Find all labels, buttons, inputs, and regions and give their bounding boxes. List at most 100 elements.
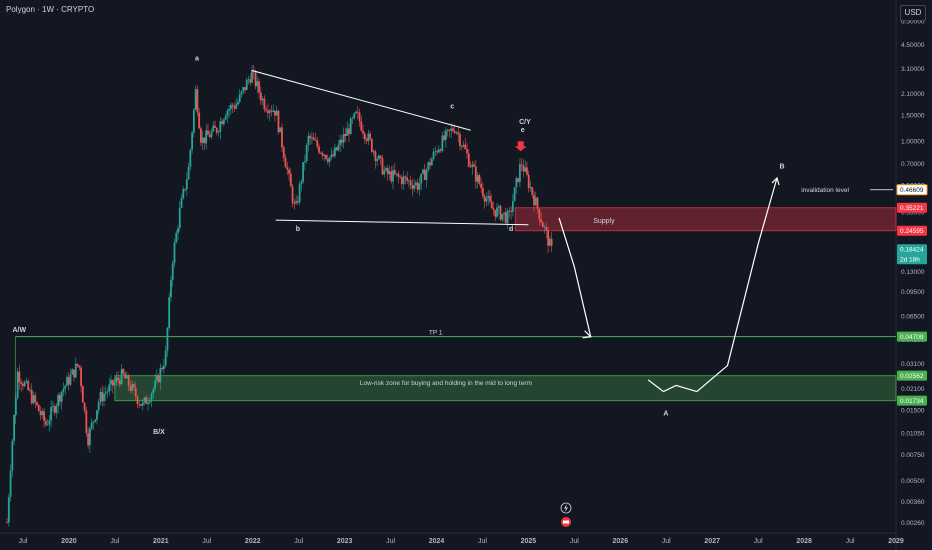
- candle-body: [274, 110, 276, 116]
- candle-body: [534, 197, 537, 206]
- price-tag: 0.24595: [897, 225, 927, 236]
- candle-body: [397, 173, 400, 177]
- candle-body: [36, 402, 38, 405]
- candle-body: [55, 406, 58, 413]
- candle-body: [517, 178, 520, 182]
- candle-body: [457, 132, 460, 135]
- candle-body: [96, 410, 98, 420]
- candle-body: [332, 154, 334, 157]
- candle-body: [78, 365, 81, 368]
- price-tag-countdown: 2d 18h: [900, 257, 920, 264]
- candle-body: [363, 133, 366, 140]
- candle-body: [237, 102, 239, 105]
- projection-drop-arrowhead: [582, 330, 592, 339]
- candle-body: [261, 98, 264, 101]
- candle-body: [444, 130, 447, 140]
- price-tag-box: [896, 184, 928, 196]
- event-flag-glyph: [563, 520, 569, 524]
- candle-body: [205, 130, 208, 144]
- x-tick-label: Jul: [662, 538, 671, 545]
- candle-body: [432, 151, 435, 159]
- candle-body: [263, 98, 266, 110]
- candle-body: [94, 419, 97, 422]
- candle-body: [489, 196, 491, 202]
- candle-body: [531, 187, 534, 195]
- candle-body: [323, 154, 326, 156]
- candle-body: [120, 369, 123, 385]
- y-tick-label: 0.09500: [901, 289, 925, 296]
- candle-body: [511, 201, 514, 212]
- candle-body: [501, 214, 504, 220]
- candle-body: [29, 389, 31, 391]
- candle-body: [395, 173, 398, 175]
- candle-body: [453, 130, 456, 133]
- candle-body: [510, 210, 513, 212]
- candle-body: [228, 109, 231, 111]
- candle-body: [173, 242, 176, 264]
- price-tag-box: [897, 202, 927, 213]
- candle-body: [88, 428, 91, 446]
- candle-body: [466, 149, 468, 154]
- price-tag-label: 0.24595: [900, 228, 924, 235]
- candle-body: [266, 110, 269, 114]
- candle-body: [353, 113, 356, 119]
- wave-label-b: b: [296, 226, 300, 233]
- wave-e-arrow-marker: [514, 141, 527, 152]
- symbol-title: Polygon · 1W · CRYPTO: [6, 5, 95, 14]
- candle-body: [305, 144, 308, 161]
- candle-body: [178, 207, 181, 229]
- price-tag-label: 0.04709: [900, 334, 924, 341]
- candle-body: [480, 183, 483, 189]
- candle-body: [455, 132, 458, 134]
- candle-body: [87, 433, 90, 446]
- candle-body: [215, 127, 218, 133]
- candle-body: [341, 139, 343, 143]
- candle-body: [400, 177, 403, 185]
- candle-body: [515, 178, 518, 188]
- candle-body: [413, 184, 416, 189]
- candle-body: [503, 212, 505, 215]
- candle-body: [245, 79, 248, 90]
- candle-body: [434, 151, 437, 153]
- candle-body: [14, 398, 17, 415]
- candle-body: [6, 522, 8, 524]
- candle-body: [474, 166, 477, 182]
- candle-body: [106, 391, 109, 393]
- candle-body: [318, 146, 320, 153]
- candle-body: [328, 157, 331, 162]
- candle-body: [140, 404, 142, 406]
- candle-body: [242, 87, 245, 92]
- candle-body: [103, 393, 105, 402]
- candle-body: [69, 374, 72, 385]
- x-tick-label: Jul: [294, 538, 303, 545]
- wave-label-e: e: [521, 127, 525, 134]
- currency-button[interactable]: USD: [900, 5, 926, 21]
- candle-body: [171, 263, 174, 281]
- candle-body: [259, 92, 262, 101]
- candle-body: [62, 388, 65, 392]
- candle-body: [85, 410, 88, 434]
- price-tag: 0.35221: [897, 202, 927, 213]
- wave-label-c: c: [450, 104, 454, 111]
- candle-body: [369, 133, 372, 140]
- candle-body: [490, 201, 493, 209]
- x-tick-label: Jul: [386, 538, 395, 545]
- candle-body: [115, 377, 118, 383]
- plot-background: [0, 0, 896, 533]
- candle-body: [547, 230, 550, 246]
- y-tick-label: 0.00260: [901, 520, 925, 527]
- candle-body: [393, 170, 396, 175]
- candle-body: [25, 381, 28, 383]
- candle-body: [201, 137, 204, 143]
- x-tick-label: 2021: [153, 538, 169, 545]
- candle-body: [496, 207, 498, 217]
- candle-body: [80, 367, 82, 387]
- candle-body: [113, 382, 116, 386]
- candle-body: [133, 384, 135, 388]
- candle-body: [448, 129, 451, 131]
- candle-body: [229, 104, 232, 110]
- price-tag-label: 0.18424: [900, 247, 924, 254]
- candle-body: [147, 402, 149, 405]
